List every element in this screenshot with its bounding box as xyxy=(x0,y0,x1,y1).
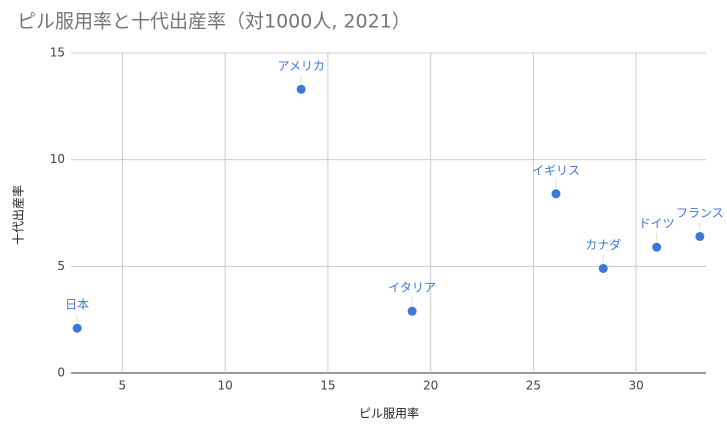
point xyxy=(551,189,561,199)
point xyxy=(407,306,417,316)
x-axis-title: ピル服用率 xyxy=(359,406,419,421)
point-label: イギリス xyxy=(532,163,580,177)
x-tick-label: 15 xyxy=(320,379,335,393)
y-tick-label: 10 xyxy=(50,152,65,166)
x-tick-label: 30 xyxy=(628,379,643,393)
y-tick-label: 0 xyxy=(57,366,65,380)
point xyxy=(598,263,608,273)
point-label: ドイツ xyxy=(639,217,675,231)
y-axis-title: 十代出産率 xyxy=(11,185,26,245)
point xyxy=(695,231,705,241)
point-label: イタリア xyxy=(388,281,436,295)
x-tick-label: 5 xyxy=(119,379,127,393)
x-tick-label: 20 xyxy=(423,379,438,393)
y-tick-label: 5 xyxy=(57,259,65,273)
point xyxy=(296,84,306,94)
point xyxy=(652,242,662,252)
point-label: 日本 xyxy=(65,298,89,312)
x-tick-label: 25 xyxy=(526,379,541,393)
x-tick-label: 10 xyxy=(217,379,232,393)
point-label: カナダ xyxy=(585,237,621,252)
point-label: フランス xyxy=(676,206,724,220)
point xyxy=(72,323,82,333)
chart-title: ピル服用率と十代出産率（対1000人, 2021） xyxy=(17,11,411,33)
point-label: アメリカ xyxy=(277,59,324,73)
y-tick-label: 15 xyxy=(50,46,65,60)
